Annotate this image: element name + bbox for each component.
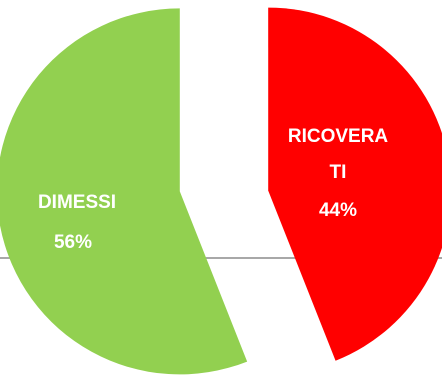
label-ricoverati-line1: RICOVERA: [288, 126, 389, 147]
label-ricoverati-line2: TI: [330, 162, 347, 183]
label-dimessi-percent: 56%: [54, 232, 92, 253]
slice-dimessi: [0, 8, 248, 375]
label-dimessi-line1: DIMESSI: [38, 192, 116, 213]
slice-ricoverati: [268, 7, 442, 361]
label-dimessi: DIMESSI 56%: [38, 192, 116, 253]
label-ricoverati-percent: 44%: [319, 200, 357, 221]
label-ricoverati: RICOVERA TI 44%: [288, 126, 389, 221]
